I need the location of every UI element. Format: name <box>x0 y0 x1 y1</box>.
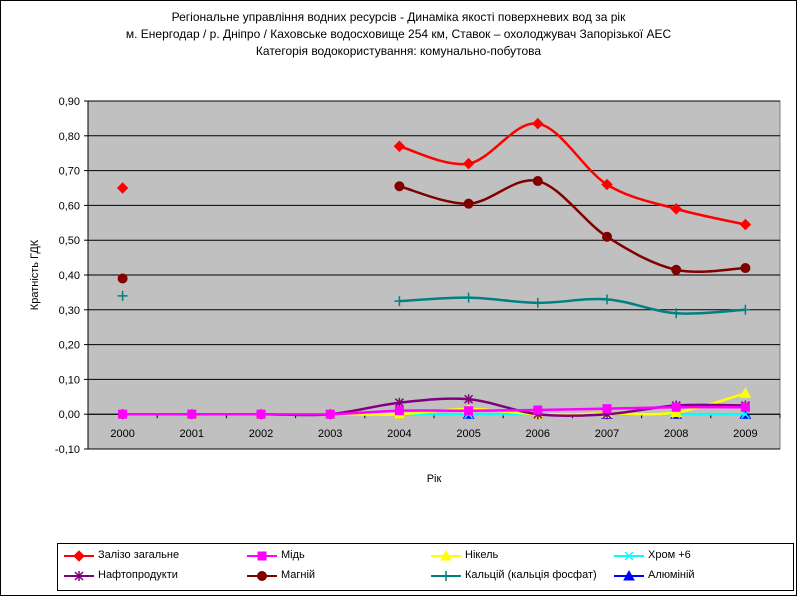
legend-label: Магній <box>281 569 316 581</box>
data-point <box>462 157 475 170</box>
legend: Залізо загальне Мідь Нікель Хром +6 Нафтопро… <box>57 543 794 591</box>
data-point <box>117 273 128 284</box>
chart-title-line-1: Регіональне управління водних ресурсів -… <box>171 10 626 24</box>
y-tick-label: 0,00 <box>59 409 80 421</box>
legend-swatch <box>614 551 644 561</box>
data-point <box>623 569 635 581</box>
data-point <box>670 203 682 215</box>
data-point <box>533 405 543 415</box>
x-tick-label: 2001 <box>180 428 204 440</box>
legend-label: Нікель <box>465 549 499 561</box>
series-0 <box>116 117 752 231</box>
y-tick-label: 0,60 <box>59 200 80 212</box>
legend-label: Залізо загальне <box>98 549 180 561</box>
data-point <box>601 178 613 191</box>
series-6 <box>117 290 751 319</box>
data-point <box>532 297 543 308</box>
gridlines <box>88 100 780 450</box>
x-tick-label: 2005 <box>456 428 480 440</box>
data-point <box>463 198 474 209</box>
legend-label: Мідь <box>281 549 305 561</box>
data-point <box>602 294 612 305</box>
chart-title-line-3: Категорія водокористування: комунально-п… <box>255 44 542 58</box>
y-axis-ticks: -0,10 0,00 0,10 0,20 0,30 0,40 0,50 0,60 0,70 0,8… <box>55 96 89 456</box>
y-tick-label: 0,90 <box>59 96 80 108</box>
y-tick-label: 0,10 <box>59 374 80 386</box>
legend-label: Кальцій (кальція фосфат) <box>465 569 597 581</box>
legend-swatch <box>247 551 277 561</box>
data-point <box>464 406 474 416</box>
x-tick-label: 2007 <box>595 428 619 440</box>
y-tick-label: 0,30 <box>59 305 80 317</box>
data-point <box>740 402 750 412</box>
x-tick-label: 2008 <box>664 428 688 440</box>
data-point <box>532 176 543 187</box>
data-point <box>394 397 404 408</box>
legend-swatch <box>431 549 461 561</box>
x-tick-label: 2006 <box>526 428 550 440</box>
y-tick-label: 0,50 <box>59 235 80 247</box>
series-5 <box>117 176 751 284</box>
data-point <box>118 409 128 419</box>
data-point <box>187 409 197 419</box>
x-tick-label: 2009 <box>733 428 757 440</box>
legend-swatch <box>64 550 94 562</box>
data-point <box>463 292 474 303</box>
x-axis-label: Рік <box>427 473 442 485</box>
data-point <box>394 406 404 416</box>
data-point <box>602 404 612 414</box>
data-point <box>256 409 266 419</box>
legend-label: Нафтопродукти <box>98 569 178 581</box>
y-tick-label: 0,70 <box>59 166 80 178</box>
data-point <box>257 551 267 561</box>
data-point <box>73 550 85 562</box>
legend-swatch <box>247 571 277 581</box>
data-point <box>440 549 452 561</box>
legend-swatch <box>431 571 461 581</box>
data-point <box>739 218 752 231</box>
data-point <box>532 117 544 130</box>
data-point <box>116 182 129 194</box>
data-point <box>624 551 634 561</box>
data-point <box>464 394 474 405</box>
x-tick-label: 2002 <box>249 428 273 440</box>
data-point <box>394 296 405 307</box>
data-point <box>325 409 335 419</box>
x-tick-label: 2004 <box>387 428 411 440</box>
data-point <box>740 304 751 315</box>
data-point <box>739 387 752 398</box>
series-line <box>122 405 746 416</box>
y-tick-label: -0,10 <box>55 444 80 456</box>
data-point <box>394 181 405 192</box>
y-tick-label: 0,80 <box>59 131 80 143</box>
data-point <box>393 140 406 152</box>
series-line <box>399 296 746 315</box>
series-1 <box>118 402 750 419</box>
data-point <box>671 264 682 275</box>
y-axis-label: Кратність ГДК <box>29 239 41 310</box>
data-point <box>117 290 128 301</box>
data-point <box>602 231 612 242</box>
series-layer <box>116 117 752 420</box>
legend-label: Алюміній <box>648 569 695 581</box>
legend-label: Хром +6 <box>648 549 691 561</box>
chart-title-line-2: м. Енергодар / р. Дніпро / Каховське вод… <box>125 27 672 41</box>
x-tick-label: 2000 <box>110 428 134 440</box>
data-point <box>257 571 267 581</box>
data-point <box>740 263 751 274</box>
data-point <box>670 406 683 417</box>
y-tick-label: 0,20 <box>59 340 80 352</box>
chart-plot: -0,10 0,00 0,10 0,20 0,30 0,40 0,50 0,60 0,70 0,8… <box>29 96 781 485</box>
y-tick-label: 0,40 <box>59 270 80 282</box>
x-tick-label: 2003 <box>318 428 342 440</box>
data-point <box>671 308 682 319</box>
data-point <box>441 571 451 581</box>
data-point <box>671 402 681 412</box>
legend-swatch <box>64 571 94 581</box>
data-point <box>74 571 84 581</box>
legend-swatch <box>614 569 644 581</box>
